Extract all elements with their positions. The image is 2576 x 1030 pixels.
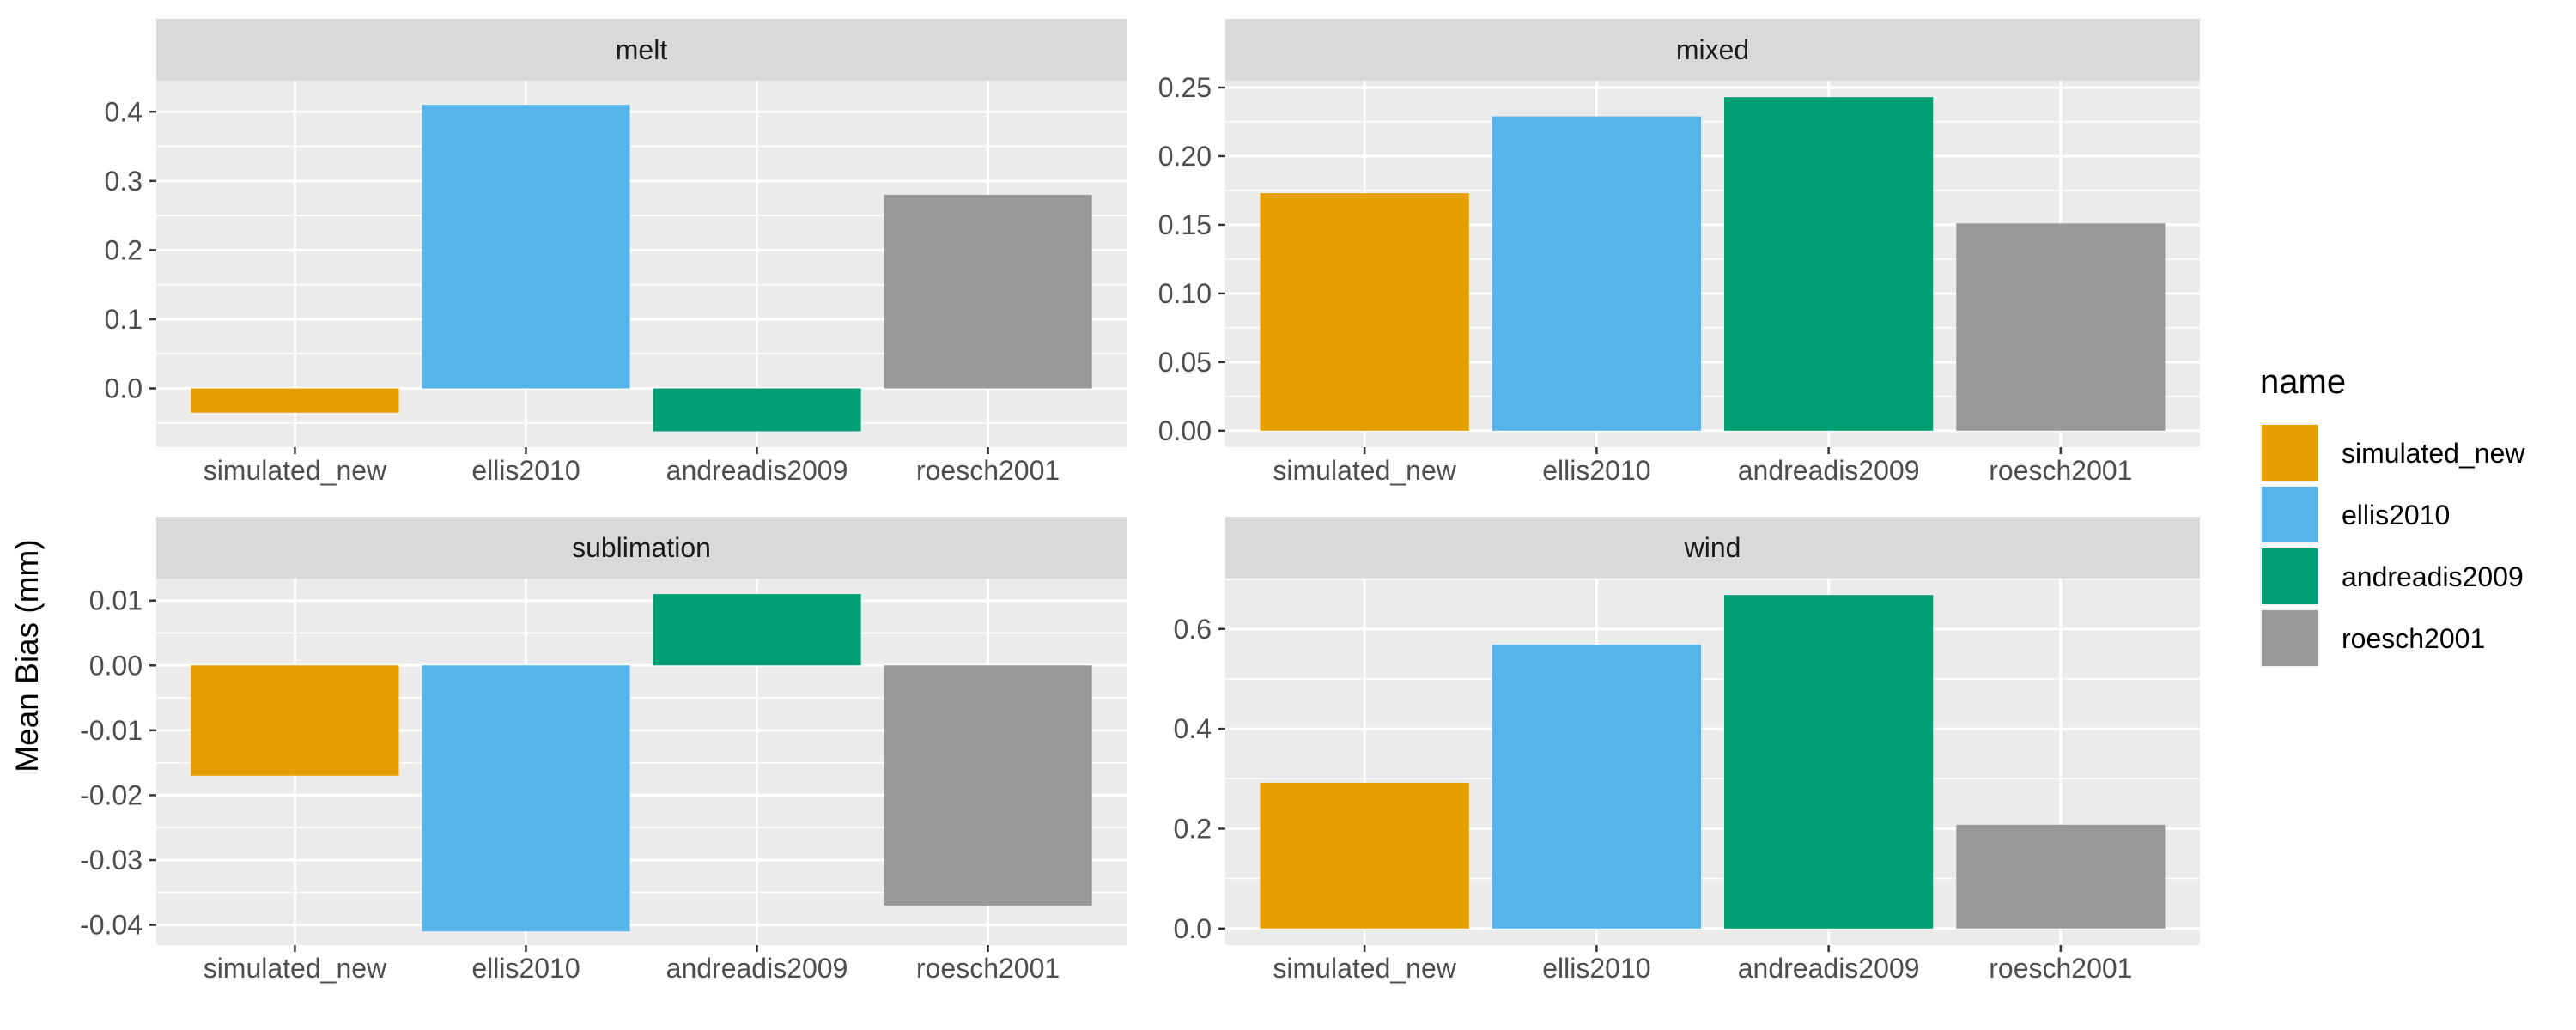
- y-tick-label: 0.01: [89, 585, 143, 616]
- x-tick-label: roesch2001: [1989, 953, 2132, 984]
- x-tick-label: ellis2010: [471, 455, 580, 486]
- bar-roesch2001: [1956, 824, 2166, 929]
- y-tick-label: 0.1: [105, 304, 143, 335]
- facet-panel-mixed: mixed 0.00 0.05 0.10 0.15 0.20 0.25 simulated_n…: [1158, 19, 2200, 486]
- facet-panel-wind: wind 0.0 0.2 0.4 0.6 simulated_new ellis2010 an…: [1174, 517, 2200, 984]
- legend-item-simulated_new: simulated_new: [2260, 423, 2525, 482]
- y-tick-label: 0.0: [105, 373, 143, 404]
- y-tick-label: 0.05: [1158, 347, 1212, 378]
- y-tick-label: -0.02: [80, 779, 143, 810]
- bar-andreadis2009: [653, 388, 861, 432]
- bar-roesch2001: [884, 665, 1092, 906]
- x-tick-label: simulated_new: [1273, 455, 1456, 486]
- bar-simulated_new: [191, 665, 399, 776]
- y-tick-label: 0.0: [1174, 913, 1212, 944]
- y-tick-label: 0.2: [1174, 813, 1212, 844]
- x-tick-label: roesch2001: [916, 455, 1060, 486]
- facet-strip: [156, 517, 1127, 579]
- y-tick-label: -0.04: [80, 910, 143, 941]
- facet-strip: [1225, 517, 2200, 579]
- x-tick-label: andreadis2009: [1738, 455, 1920, 486]
- facet-panel-sublimation: sublimation -0.04 -0.03 -0.02 -0.01 0.00 0.01 s…: [80, 517, 1127, 984]
- x-tick-label: ellis2010: [471, 953, 580, 984]
- facet-strip: [156, 19, 1127, 81]
- bar-roesch2001: [884, 194, 1092, 389]
- facet-title: mixed: [1676, 34, 1749, 65]
- y-tick-label: 0.2: [105, 234, 143, 265]
- legend-title: name: [2260, 363, 2346, 401]
- legend-item-roesch2001: roesch2001: [2260, 609, 2485, 668]
- legend-label: ellis2010: [2342, 500, 2450, 530]
- legend: name simulated_new ellis2010 andreadis2009…: [2260, 363, 2525, 668]
- x-tick-label: ellis2010: [1542, 953, 1650, 984]
- facet-title: wind: [1684, 532, 1741, 563]
- y-tick-label: 0.4: [105, 96, 143, 127]
- legend-item-andreadis2009: andreadis2009: [2260, 547, 2524, 606]
- x-tick-label: andreadis2009: [666, 455, 848, 486]
- bar-andreadis2009: [1724, 97, 1934, 431]
- x-tick-label: simulated_new: [204, 455, 387, 486]
- y-tick-label: 0.3: [105, 166, 143, 197]
- y-tick-label: 0.20: [1158, 141, 1212, 172]
- facet-panel-melt: melt 0.0 0.1 0.2 0.3 0.4 simulated_new ellis201…: [105, 19, 1127, 486]
- y-tick-label: 0.4: [1174, 713, 1212, 744]
- bar-simulated_new: [191, 388, 399, 413]
- x-tick-label: ellis2010: [1542, 455, 1650, 486]
- bar-simulated_new: [1260, 193, 1469, 431]
- bar-ellis2010: [422, 665, 630, 932]
- y-tick-label: 0.25: [1158, 72, 1212, 103]
- legend-label: andreadis2009: [2342, 561, 2524, 592]
- legend-key: [2262, 487, 2318, 542]
- bar-andreadis2009: [653, 594, 861, 666]
- facet-strip: [1225, 19, 2200, 81]
- x-tick-label: simulated_new: [1273, 953, 1456, 984]
- facet-title: melt: [616, 34, 668, 65]
- legend-key: [2262, 425, 2318, 481]
- y-tick-label: 0.10: [1158, 278, 1212, 309]
- x-tick-label: andreadis2009: [666, 953, 848, 984]
- y-tick-label: 0.15: [1158, 209, 1212, 240]
- bar-simulated_new: [1260, 782, 1469, 929]
- bar-roesch2001: [1956, 223, 2166, 431]
- y-tick-label: 0.00: [89, 650, 143, 681]
- legend-label: roesch2001: [2342, 623, 2485, 654]
- x-tick-label: roesch2001: [916, 953, 1060, 984]
- y-tick-label: 0.00: [1158, 415, 1212, 446]
- y-tick-label: 0.6: [1174, 614, 1212, 645]
- y-tick-label: -0.01: [80, 715, 143, 746]
- bar-ellis2010: [1492, 116, 1701, 431]
- bar-ellis2010: [1492, 645, 1701, 929]
- bar-andreadis2009: [1724, 595, 1934, 929]
- legend-label: simulated_new: [2342, 438, 2525, 469]
- x-tick-label: andreadis2009: [1738, 953, 1920, 984]
- x-tick-label: roesch2001: [1989, 455, 2132, 486]
- facet-title: sublimation: [572, 532, 711, 563]
- legend-key: [2262, 610, 2318, 666]
- bar-ellis2010: [422, 105, 630, 389]
- x-tick-label: simulated_new: [204, 953, 387, 984]
- legend-item-ellis2010: ellis2010: [2260, 485, 2450, 544]
- facet-panels: melt 0.0 0.1 0.2 0.3 0.4 simulated_new ellis201…: [80, 19, 2200, 984]
- y-tick-label: -0.03: [80, 845, 143, 876]
- legend-key: [2262, 548, 2318, 604]
- y-axis-label: Mean Bias (mm): [9, 539, 45, 772]
